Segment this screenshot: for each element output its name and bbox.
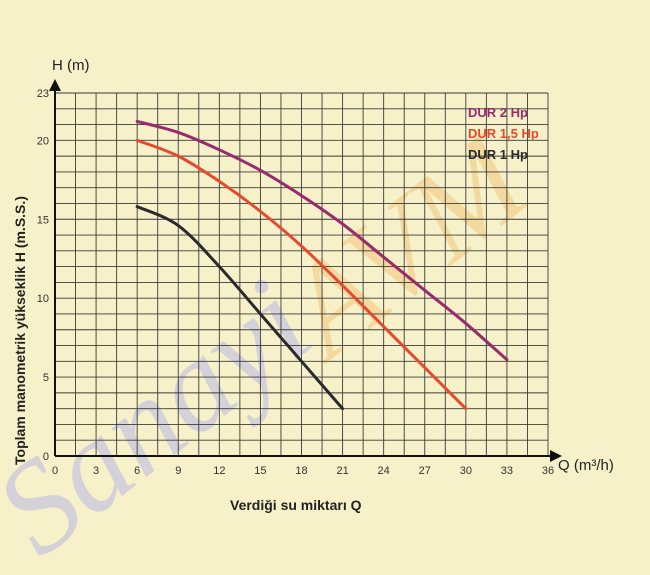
x-tick-label: 24 (378, 465, 390, 477)
y-tick-labels: 0 5 10 15 20 23 (37, 88, 49, 463)
series-line-2 (135, 138, 468, 411)
x-tick-labels: 0 3 6 9 12 15 18 21 24 27 30 33 36 (52, 465, 554, 477)
x-tick-label: 6 (134, 465, 140, 477)
x-tick-label: 27 (419, 465, 431, 477)
y-tick-label: 0 (43, 451, 49, 463)
x-unit-label: Q (m³/h) (558, 457, 614, 474)
y-unit-label: H (m) (52, 57, 90, 74)
y-tick-label: 10 (37, 293, 49, 305)
y-tick-label: 23 (37, 88, 49, 100)
x-tick-label: 12 (213, 465, 225, 477)
x-tick-label: 15 (254, 465, 266, 477)
x-axis-arrow (550, 450, 562, 462)
legend-entry-2: DUR 1,5 Hp (468, 126, 539, 141)
x-tick-label: 18 (295, 465, 307, 477)
series-line-1 (135, 119, 509, 362)
legend-entry-1: DUR 2 Hp (468, 105, 528, 120)
y-tick-label: 5 (43, 372, 49, 384)
x-tick-label: 3 (93, 465, 99, 477)
legend-entry-3: DUR 1 Hp (468, 147, 528, 162)
y-axis-title: Toplam manometrik yükseklik H (m.S.S.) (12, 196, 28, 465)
y-axis-arrow (49, 79, 61, 91)
axes (49, 79, 562, 462)
y-tick-label: 15 (37, 214, 49, 226)
x-axis-title: Verdiği su miktarı Q (230, 497, 362, 513)
x-tick-label: 0 (52, 465, 58, 477)
x-tick-label: 9 (175, 465, 181, 477)
legend: DUR 2 Hp DUR 1,5 Hp DUR 1 Hp (468, 105, 539, 162)
series-lines (135, 119, 509, 411)
x-tick-label: 36 (542, 465, 554, 477)
x-tick-label: 33 (501, 465, 513, 477)
x-tick-label: 21 (336, 465, 348, 477)
series-line-3 (135, 205, 345, 411)
grid (54, 92, 549, 457)
x-tick-label: 30 (460, 465, 472, 477)
y-tick-label: 20 (37, 135, 49, 147)
